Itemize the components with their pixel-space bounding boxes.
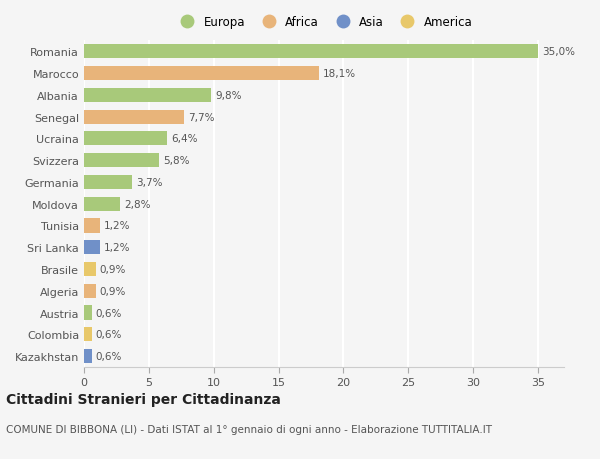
Bar xyxy=(84,45,538,59)
Text: COMUNE DI BIBBONA (LI) - Dati ISTAT al 1° gennaio di ogni anno - Elaborazione TU: COMUNE DI BIBBONA (LI) - Dati ISTAT al 1… xyxy=(6,424,492,434)
Text: 6,4%: 6,4% xyxy=(171,134,197,144)
Text: 0,9%: 0,9% xyxy=(100,264,126,274)
Bar xyxy=(84,241,100,255)
Text: Cittadini Stranieri per Cittadinanza: Cittadini Stranieri per Cittadinanza xyxy=(6,392,281,406)
Text: 1,2%: 1,2% xyxy=(103,221,130,231)
Text: 0,6%: 0,6% xyxy=(95,308,122,318)
Bar xyxy=(84,175,132,190)
Bar xyxy=(84,197,121,211)
Text: 2,8%: 2,8% xyxy=(124,199,151,209)
Bar xyxy=(84,306,92,320)
Bar xyxy=(84,349,92,364)
Bar xyxy=(84,110,184,124)
Text: 7,7%: 7,7% xyxy=(188,112,214,123)
Bar xyxy=(84,219,100,233)
Text: 0,6%: 0,6% xyxy=(95,351,122,361)
Bar xyxy=(84,263,95,276)
Text: 3,7%: 3,7% xyxy=(136,178,163,188)
Bar xyxy=(84,132,167,146)
Bar xyxy=(84,328,92,341)
Legend: Europa, Africa, Asia, America: Europa, Africa, Asia, America xyxy=(175,16,473,29)
Text: 18,1%: 18,1% xyxy=(323,69,356,79)
Bar xyxy=(84,154,159,168)
Text: 0,6%: 0,6% xyxy=(95,330,122,340)
Text: 0,9%: 0,9% xyxy=(100,286,126,296)
Text: 35,0%: 35,0% xyxy=(542,47,575,57)
Text: 5,8%: 5,8% xyxy=(163,156,190,166)
Bar xyxy=(84,89,211,103)
Bar xyxy=(84,67,319,81)
Text: 9,8%: 9,8% xyxy=(215,90,242,101)
Bar xyxy=(84,284,95,298)
Text: 1,2%: 1,2% xyxy=(103,243,130,253)
